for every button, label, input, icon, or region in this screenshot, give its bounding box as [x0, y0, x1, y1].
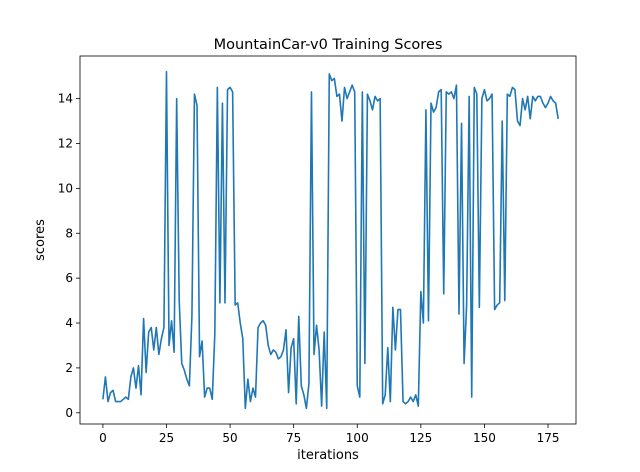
x-tick-label: 0 [99, 431, 107, 445]
y-tick-label: 0 [65, 406, 73, 420]
x-tick-label: 125 [409, 431, 432, 445]
y-tick-label: 10 [58, 181, 73, 195]
x-tick-label: 100 [346, 431, 369, 445]
series-layer [102, 70, 559, 410]
chart-title: MountainCar-v0 Training Scores [214, 37, 443, 53]
y-axis-ticks: 0 2 4 6 8 10 12 14 [58, 92, 80, 420]
y-tick-label: 14 [58, 92, 73, 106]
y-axis-label: scores [33, 219, 48, 261]
x-tick-label: 175 [537, 431, 560, 445]
x-axis-label: iterations [297, 448, 359, 463]
x-tick-label: 75 [286, 431, 301, 445]
x-tick-label: 150 [473, 431, 496, 445]
y-tick-label: 8 [65, 226, 73, 240]
x-tick-label: 50 [222, 431, 237, 445]
x-axis-ticks: 0 25 50 75 100 125 150 175 [99, 424, 559, 445]
x-tick-label: 25 [159, 431, 174, 445]
y-tick-label: 6 [65, 271, 73, 285]
plot-frame [79, 55, 577, 425]
y-tick-label: 12 [58, 137, 73, 151]
y-tick-label: 4 [65, 316, 73, 330]
series-line-0 [102, 70, 559, 410]
y-tick-label: 2 [65, 361, 73, 375]
